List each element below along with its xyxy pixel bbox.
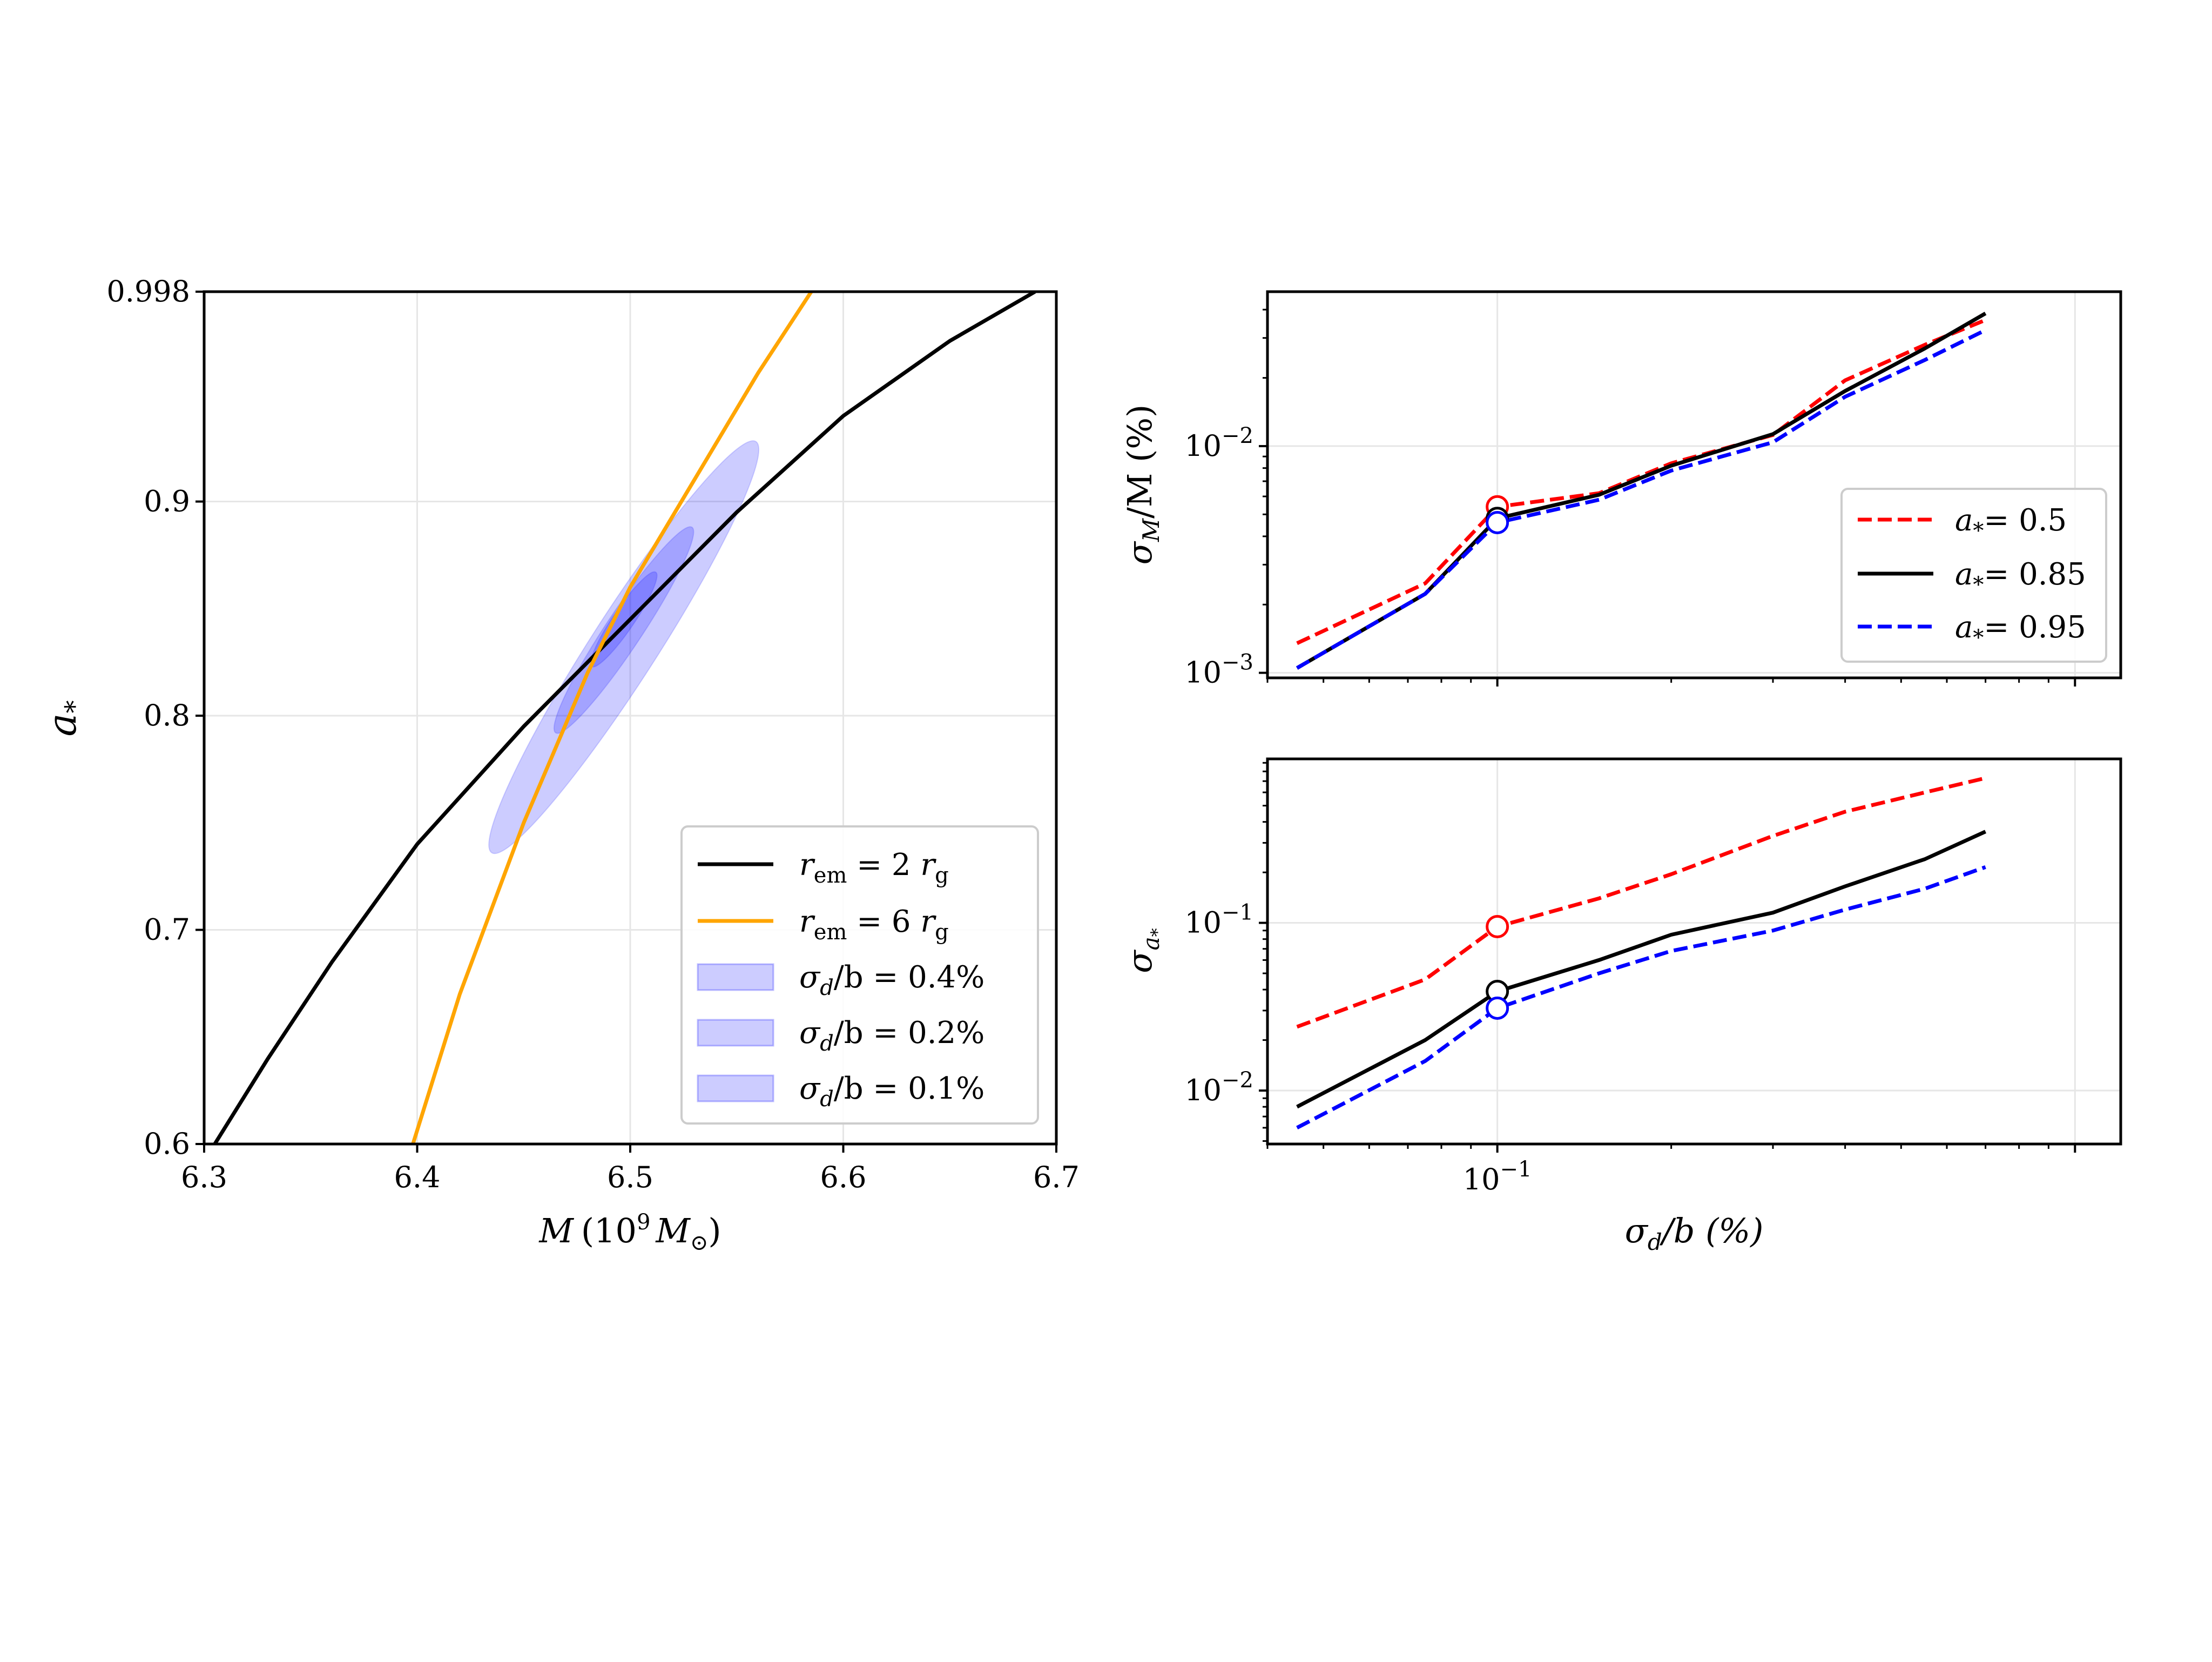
series-lines xyxy=(1296,312,1987,670)
y-axis-label: σa* xyxy=(1120,928,1168,973)
y-tick-label: 10−1 xyxy=(1184,900,1253,940)
legend-box xyxy=(680,825,1039,1125)
tick-marks xyxy=(195,291,1057,1153)
series-line xyxy=(1296,318,1986,645)
y-tick-label: 10−2 xyxy=(1184,423,1253,463)
x-tick-labels: 6.3 6.4 6.5 6.6 6.7 xyxy=(181,1160,1080,1194)
y-tick-label: 0.998 xyxy=(106,274,190,308)
series-line xyxy=(1296,830,1987,1109)
series-line xyxy=(1296,865,1986,1130)
legend-label-02: σd/b = 0.2% xyxy=(799,1015,984,1056)
confidence-ellipse xyxy=(553,526,694,734)
panel-bottom-right: 10−2 10−1 10−1 σd/b (%) σa* xyxy=(1120,757,2122,1255)
x-tick-label: 6.7 xyxy=(1033,1160,1080,1194)
marker-circle xyxy=(1486,914,1509,938)
y-tick-label: 0.6 xyxy=(144,1127,190,1161)
legend: rem = 2 rg rem = 6 rg σd/b = 0.4% σd/b =… xyxy=(680,825,1039,1125)
tick-marks xyxy=(1259,762,2076,1153)
legend-label-a05: a*= 0.5 xyxy=(1955,503,2067,543)
y-tick-labels: 0.6 0.7 0.8 0.9 0.998 xyxy=(106,274,190,1161)
legend-patch-01 xyxy=(697,1074,774,1102)
x-tick-label: 6.5 xyxy=(607,1160,653,1194)
x-axis-label: σd/b (%) xyxy=(1625,1211,1764,1255)
x-tick-label: 10−1 xyxy=(1463,1157,1532,1196)
legend-patch-04 xyxy=(697,963,774,991)
grid xyxy=(1267,292,2121,678)
series-line xyxy=(213,292,1036,1144)
panel-left: 6.3 6.4 6.5 6.6 6.7 0.6 0.7 0.8 0.9 0.998 M (109 M… xyxy=(39,274,1080,1255)
marker-circle xyxy=(1486,996,1509,1020)
grid xyxy=(1267,759,2121,1144)
y-axis-label: a* xyxy=(39,701,90,737)
series-line xyxy=(1296,328,1987,670)
y-axis-label: σM/M (%) xyxy=(1120,405,1164,565)
legend-label-rem6: rem = 6 rg xyxy=(799,904,949,945)
y-tick-labels: 10−2 10−1 xyxy=(1184,900,1253,1107)
legend-patch-02 xyxy=(697,1019,774,1047)
grid xyxy=(204,292,1056,1144)
legend-label-a085: a*= 0.85 xyxy=(1955,557,2086,597)
marker-circle xyxy=(1486,510,1509,534)
series-lines xyxy=(1296,776,1987,1130)
x-tick-label: 6.4 xyxy=(394,1160,441,1194)
y-tick-label: 0.7 xyxy=(144,913,190,947)
legend-box xyxy=(1840,488,2107,663)
x-tick-label: 6.3 xyxy=(181,1160,227,1194)
tick-marks xyxy=(1259,308,2076,687)
y-tick-label: 0.9 xyxy=(144,485,190,519)
y-tick-label: 0.8 xyxy=(144,698,190,732)
highlight-markers xyxy=(1486,495,1509,534)
x-tick-labels: 10−1 xyxy=(1463,1157,1532,1196)
x-tick-label: 6.6 xyxy=(820,1160,867,1194)
series-line xyxy=(411,292,813,1144)
x-axis-label: M (109 M⊙) xyxy=(538,1210,721,1255)
y-tick-label: 10−2 xyxy=(1184,1068,1253,1107)
legend-label-rem2: rem = 2 rg xyxy=(799,847,949,888)
legend-label-01: σd/b = 0.1% xyxy=(799,1071,984,1112)
panel-top-right: 10−3 10−2 σM/M (%) a*= 0.5 a*= 0.85 a*= 0… xyxy=(1120,290,2122,690)
legend-label-04: σd/b = 0.4% xyxy=(799,960,984,1000)
axes-frame xyxy=(1266,290,2122,679)
highlight-markers xyxy=(1486,914,1509,1020)
y-tick-labels: 10−3 10−2 xyxy=(1184,423,1253,690)
legend-label-a095: a*= 0.95 xyxy=(1955,610,2086,650)
legend: a*= 0.5 a*= 0.85 a*= 0.95 xyxy=(1840,488,2107,663)
y-tick-label: 10−3 xyxy=(1184,650,1253,690)
confidence-ellipses xyxy=(488,440,760,854)
axes-frame xyxy=(1266,757,2122,1146)
curves xyxy=(213,292,1036,1144)
series-line xyxy=(1296,776,1986,1029)
